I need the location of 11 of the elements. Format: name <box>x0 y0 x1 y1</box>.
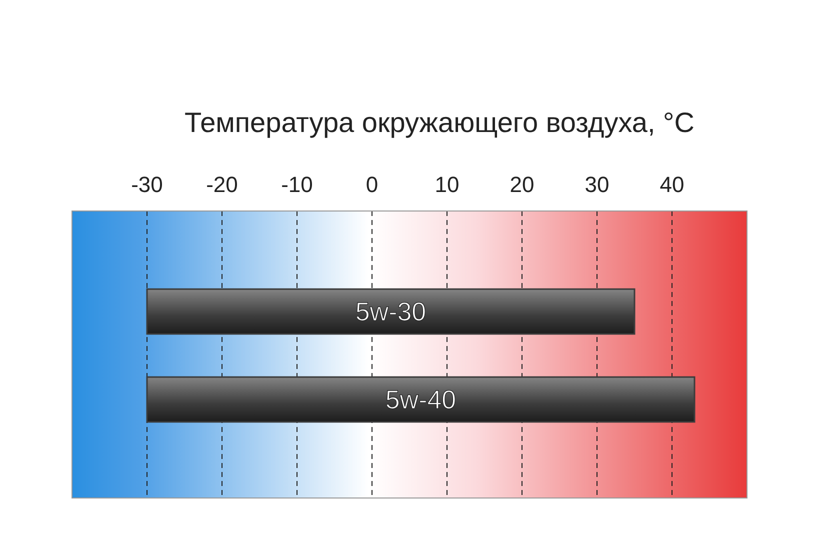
y-tick-label: 5w-40 <box>385 384 456 415</box>
x-axis-title: Температура окружающего воздуха, °C <box>184 107 694 138</box>
x-tick-label: 20 <box>510 172 534 197</box>
x-tick-label: -10 <box>281 172 313 197</box>
x-tick-label: 10 <box>434 172 460 197</box>
x-tick-label: -20 <box>206 172 238 197</box>
x-tick-label: 0 <box>366 172 378 197</box>
x-tick-label: 30 <box>584 172 610 197</box>
x-tick-label: 40 <box>660 172 684 197</box>
x-tick-label: -30 <box>131 172 163 197</box>
y-tick-label: 5w-30 <box>355 296 426 327</box>
